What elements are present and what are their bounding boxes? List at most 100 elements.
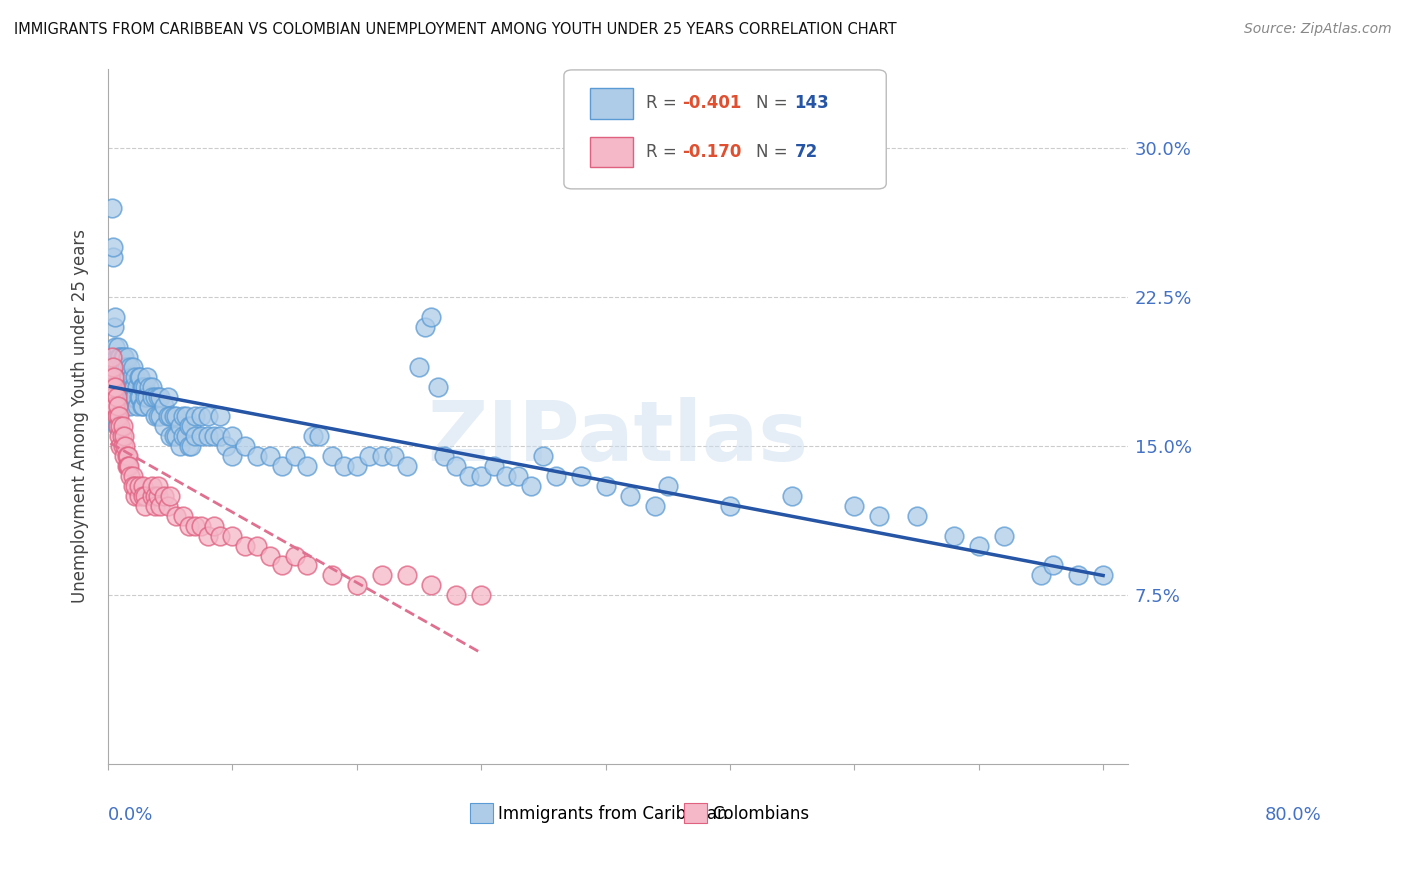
Point (115, 459, 138, 474)
Point (718, 499, 741, 513)
Point (118, 390, 141, 404)
Point (132, 400, 155, 414)
Point (284, 449, 307, 463)
Point (117, 350, 139, 364)
Point (111, 359, 134, 374)
Point (780, 489, 803, 503)
Point (114, 359, 136, 374)
Point (993, 529, 1015, 543)
Point (146, 479, 169, 493)
Point (101, 359, 124, 374)
Point (446, 588, 468, 602)
Point (108, 429, 131, 443)
Point (100, 201, 122, 215)
Point (259, 449, 281, 463)
Point (103, 320, 125, 334)
Point (104, 379, 127, 393)
Point (284, 549, 307, 563)
Point (143, 499, 166, 513)
Point (1042, 558, 1064, 573)
Point (122, 479, 145, 493)
Point (482, 459, 505, 474)
Point (105, 419, 128, 434)
Point (302, 429, 325, 443)
Text: 0.0%: 0.0% (108, 806, 153, 824)
Point (333, 459, 356, 474)
Point (165, 409, 187, 424)
Bar (685, 803, 707, 822)
Point (122, 469, 145, 483)
Point (115, 390, 138, 404)
Point (1029, 568, 1052, 582)
Point (156, 499, 179, 513)
Point (108, 379, 131, 393)
Text: R =: R = (645, 143, 682, 161)
Point (321, 568, 343, 582)
Text: -0.170: -0.170 (682, 143, 741, 161)
Point (177, 439, 200, 453)
Point (146, 489, 169, 503)
Point (395, 459, 418, 474)
Point (107, 419, 129, 434)
Point (112, 429, 135, 443)
Point (165, 429, 187, 443)
Point (143, 409, 166, 424)
Point (105, 350, 128, 364)
Point (131, 379, 153, 393)
Point (129, 390, 152, 404)
Point (190, 518, 212, 533)
Point (190, 409, 212, 424)
Text: N =: N = (755, 143, 793, 161)
Point (1067, 568, 1090, 582)
Text: 143: 143 (794, 95, 830, 112)
Point (114, 439, 136, 453)
Text: Colombians: Colombians (711, 805, 808, 823)
Point (134, 499, 156, 513)
Point (221, 449, 243, 463)
Point (165, 508, 187, 523)
Point (112, 390, 135, 404)
Point (184, 429, 207, 443)
Point (595, 479, 617, 493)
Point (169, 419, 191, 434)
Point (132, 379, 155, 393)
Point (153, 400, 176, 414)
Point (115, 449, 138, 463)
Text: R =: R = (645, 95, 682, 112)
Point (108, 409, 131, 424)
Point (569, 469, 592, 483)
Point (271, 459, 294, 474)
Point (122, 379, 145, 393)
Point (111, 390, 134, 404)
Point (176, 429, 198, 443)
Point (544, 469, 567, 483)
Point (149, 409, 172, 424)
Point (520, 479, 543, 493)
Point (117, 459, 139, 474)
Point (413, 320, 436, 334)
Point (101, 251, 124, 265)
Point (135, 390, 157, 404)
Point (118, 369, 141, 384)
Point (180, 439, 202, 453)
Point (426, 379, 449, 393)
Y-axis label: Unemployment Among Youth under 25 years: Unemployment Among Youth under 25 years (72, 229, 89, 603)
Point (117, 449, 139, 463)
Point (141, 479, 163, 493)
Point (128, 369, 150, 384)
Point (122, 359, 145, 374)
Point (111, 369, 134, 384)
Point (470, 469, 492, 483)
Point (111, 350, 134, 364)
Point (114, 400, 136, 414)
Point (172, 429, 194, 443)
Point (868, 508, 890, 523)
Point (115, 359, 138, 374)
Point (125, 379, 148, 393)
Point (104, 340, 127, 354)
Point (100, 390, 122, 404)
Point (110, 369, 132, 384)
Bar (591, 88, 633, 119)
Point (110, 439, 132, 453)
Point (408, 359, 430, 374)
